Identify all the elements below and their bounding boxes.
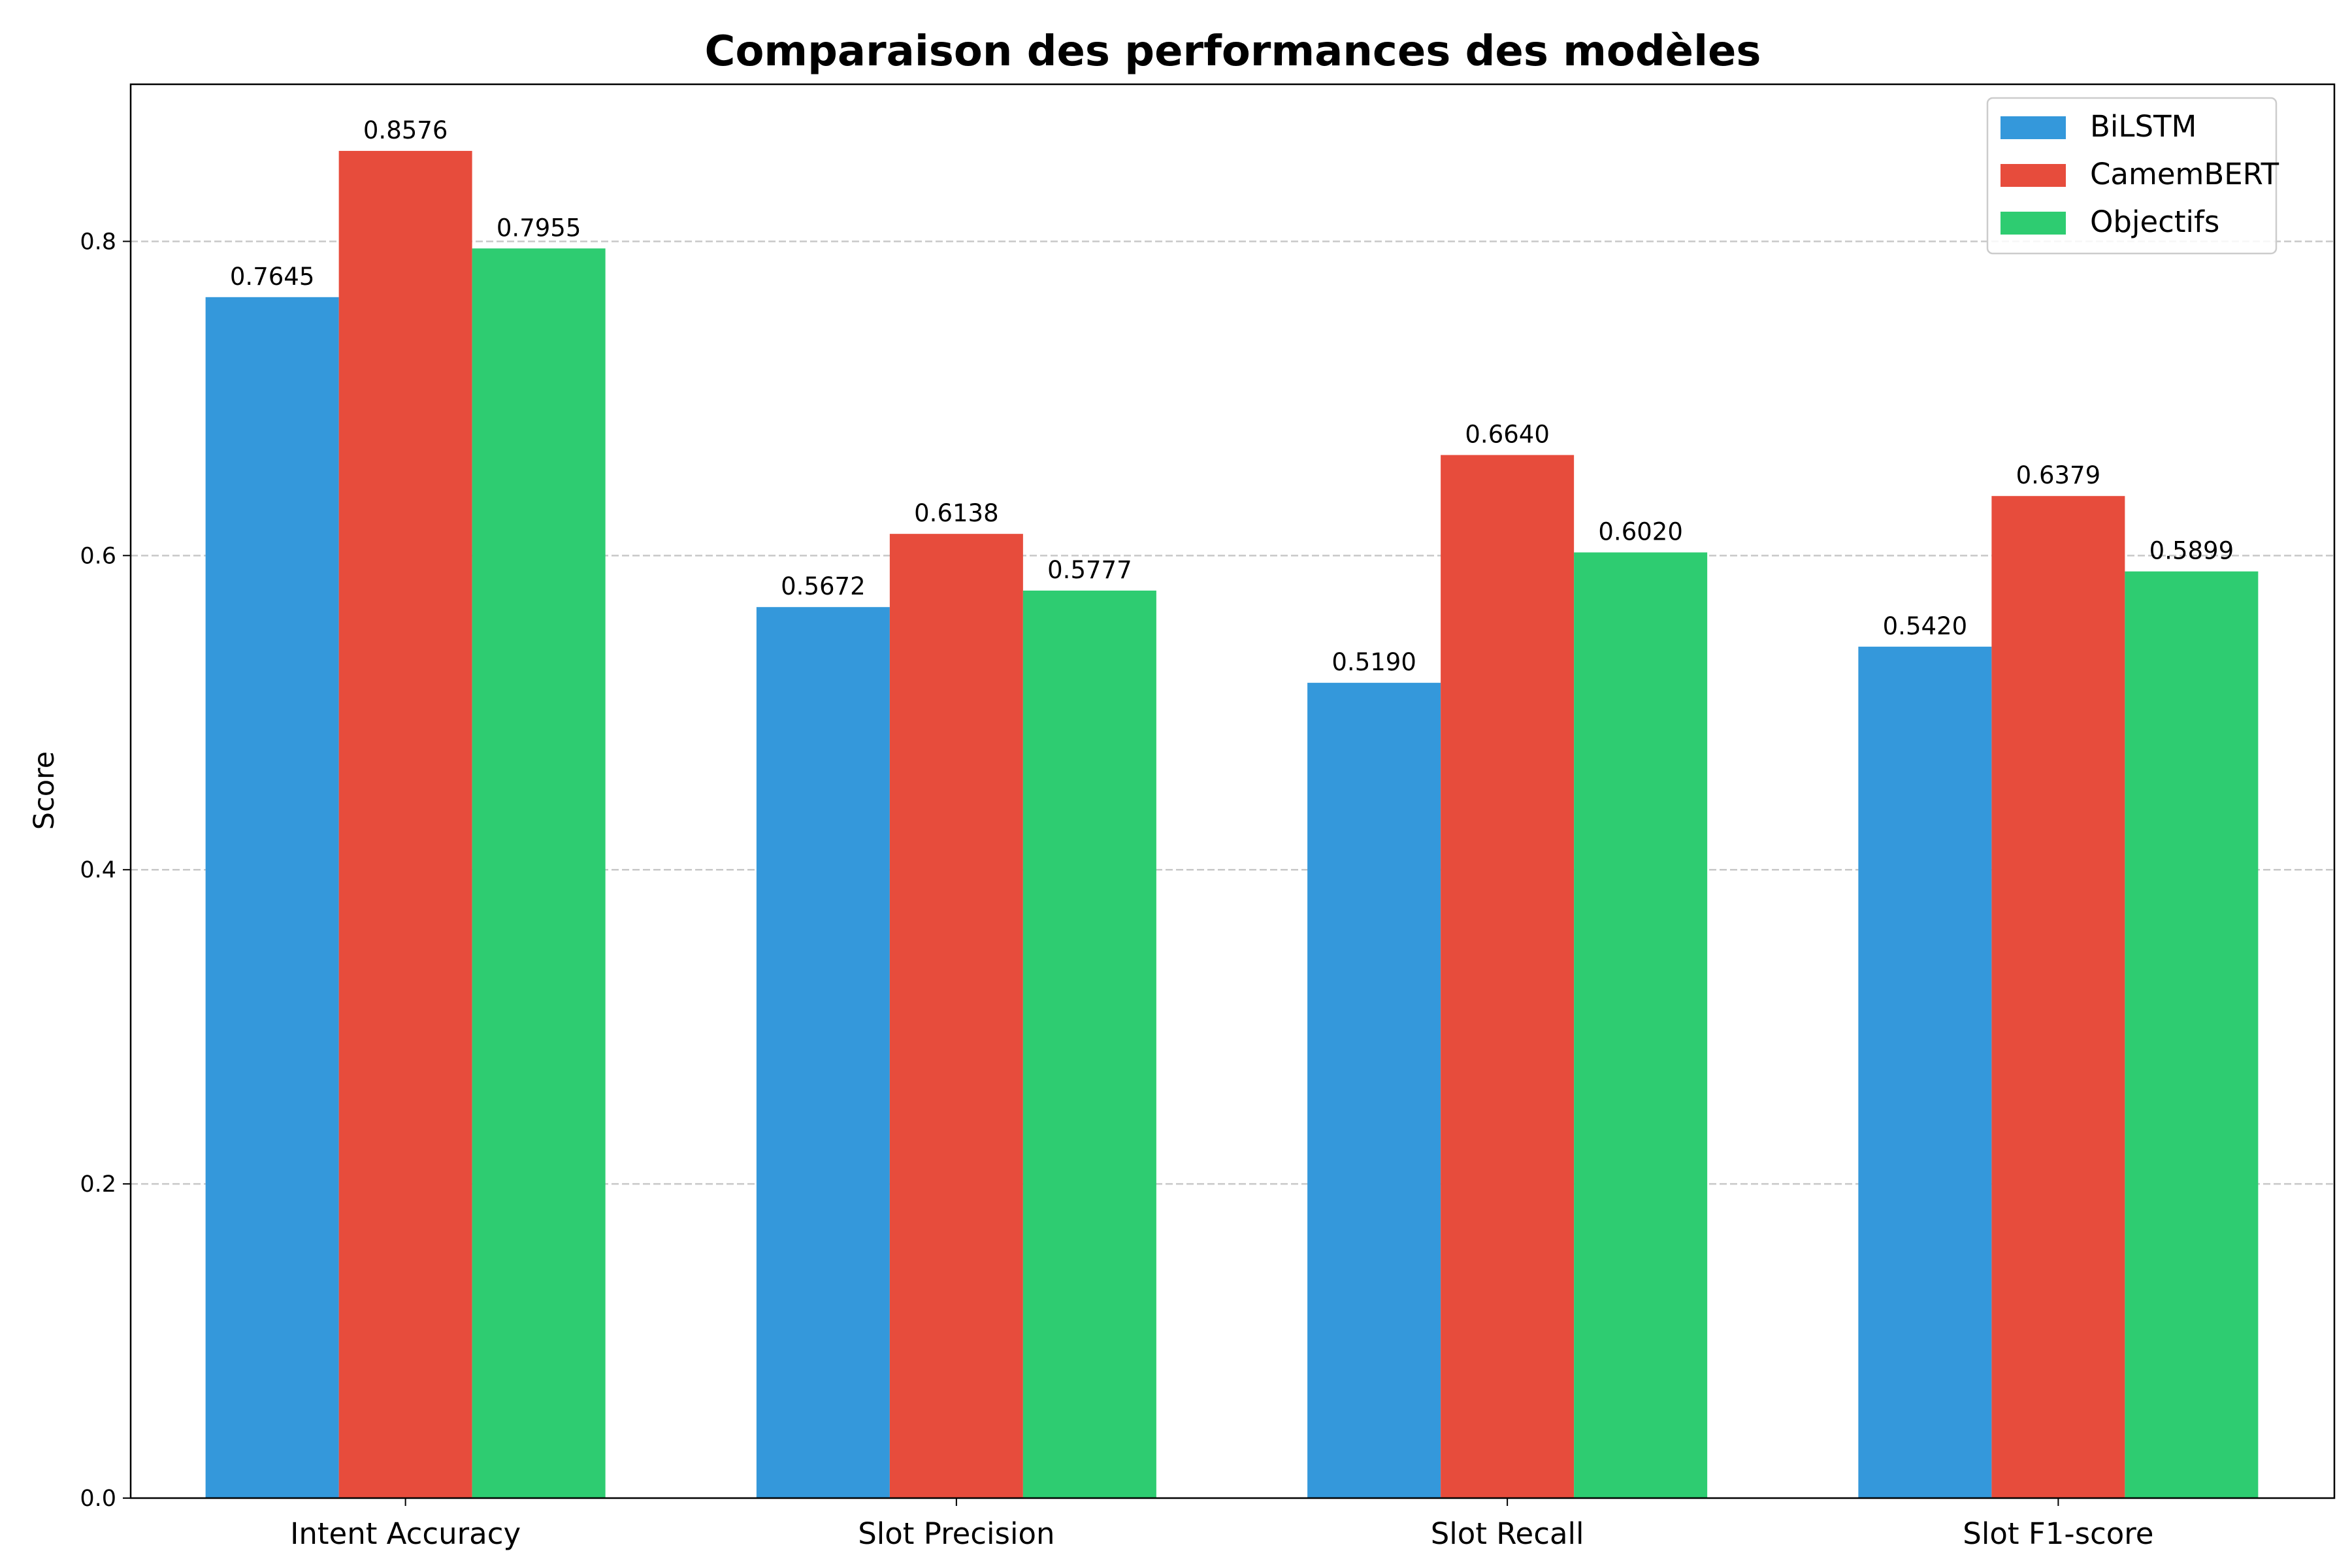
bar-value-label: 0.8576	[363, 116, 448, 144]
bar	[756, 607, 890, 1498]
bar-value-label: 0.6640	[1465, 420, 1549, 448]
x-tick-label: Slot F1-score	[1963, 1516, 2153, 1551]
bar-value-label: 0.5420	[1883, 612, 1967, 640]
x-tick-label: Slot Recall	[1431, 1516, 1584, 1551]
legend-swatch	[2001, 212, 2066, 235]
legend-label: CamemBERT	[2090, 157, 2279, 191]
chart-title: Comparaison des performances des modèles	[704, 27, 1761, 76]
legend-swatch	[2001, 164, 2066, 187]
bars	[205, 150, 2259, 1499]
plot-frame	[129, 83, 2336, 1499]
legend-label: BiLSTM	[2090, 109, 2197, 144]
bar	[1991, 496, 2125, 1499]
y-tick-label: 0.6	[80, 543, 116, 569]
bar-value-label: 0.6379	[2016, 461, 2100, 489]
bar-value-label: 0.5899	[2149, 537, 2234, 565]
bar	[2125, 571, 2259, 1499]
axes: 0.0 0.2 0.4 0.6 0.8 Intent Accuracy Slot Preci…	[80, 83, 2336, 1551]
bar	[205, 297, 339, 1498]
bar	[338, 150, 472, 1498]
y-axis-label: Score	[28, 751, 61, 830]
x-tick-label: Intent Accuracy	[290, 1516, 521, 1551]
legend: BiLSTM CamemBERT Objectifs	[1986, 97, 2279, 255]
y-tick-label: 0.8	[80, 229, 116, 255]
legend-label: Objectifs	[2090, 204, 2219, 239]
y-tick-label: 0.2	[80, 1171, 116, 1198]
bar-value-label: 0.5190	[1331, 648, 1416, 676]
bar-value-label: 0.5777	[1047, 556, 1132, 584]
value-labels: 0.7645 0.8576 0.7955 0.5672 0.6138 0.5777 0.51…	[230, 116, 2234, 676]
bar	[1574, 552, 1708, 1498]
bar	[1307, 683, 1441, 1498]
bar-value-label: 0.6138	[914, 499, 998, 527]
bar	[889, 534, 1023, 1498]
y-tick-label: 0.0	[80, 1486, 116, 1512]
y-tick-label: 0.4	[80, 857, 116, 883]
bar-value-label: 0.7955	[497, 214, 581, 242]
legend-swatch	[2001, 116, 2066, 139]
x-tick-label: Slot Precision	[858, 1516, 1054, 1551]
bar-value-label: 0.6020	[1598, 518, 1682, 546]
bar	[472, 248, 606, 1499]
bar-value-label: 0.5672	[781, 572, 865, 600]
bar	[1858, 646, 1992, 1498]
bar	[1441, 455, 1575, 1498]
bar-value-label: 0.7645	[230, 263, 314, 291]
bar	[1022, 590, 1156, 1499]
